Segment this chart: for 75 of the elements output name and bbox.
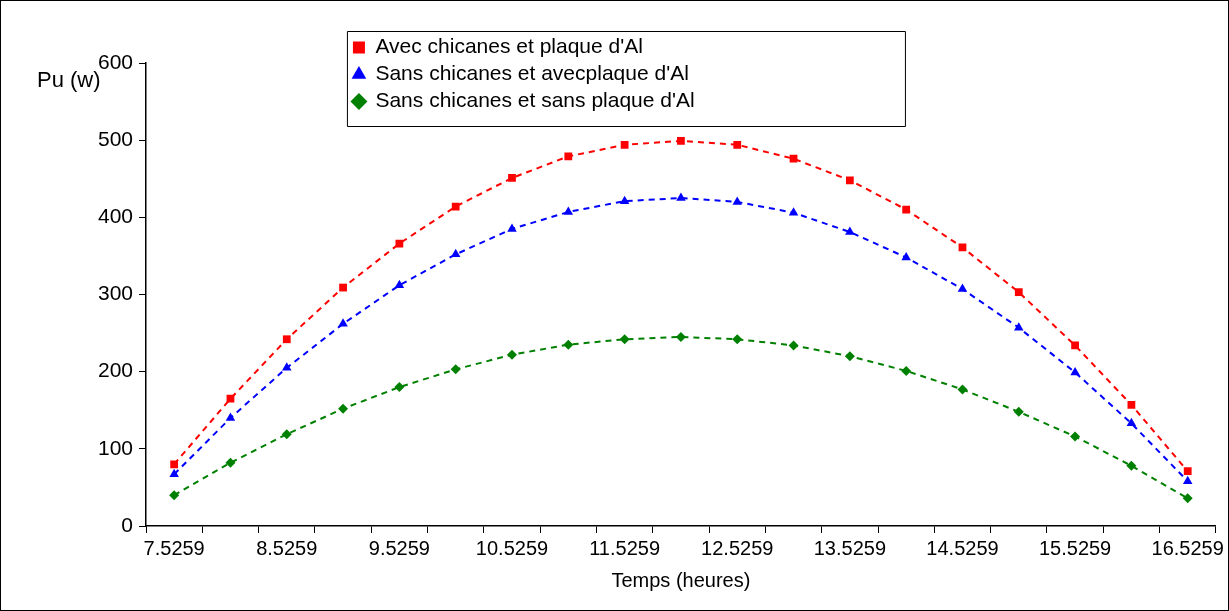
point [339,283,347,292]
point [338,318,348,327]
y-tick-label: 400 [97,204,133,228]
y-tick-label: 300 [97,281,133,305]
point [677,137,685,145]
point [450,248,461,258]
point [394,279,405,288]
point [732,334,743,345]
point [1182,493,1193,504]
x-tick-label: 8.5259 [256,536,318,559]
point [957,384,968,395]
point [507,223,517,232]
point [282,362,292,371]
point [1070,431,1081,442]
point [563,339,574,350]
point [788,207,799,216]
y-tick-label: 500 [97,126,133,150]
point [1071,341,1079,350]
point [225,457,236,468]
point [1014,288,1023,297]
point [1070,366,1080,376]
point [844,351,855,362]
y-tick-label: 200 [97,358,133,382]
point [1183,467,1192,476]
x-tick-label: 15.5259 [1038,536,1112,559]
point [225,412,236,421]
point [788,340,799,351]
y-tick-label: 0 [121,512,133,536]
point [170,460,179,469]
x-tick-label: 13.5259 [813,536,887,559]
point [902,205,911,214]
point [676,192,686,201]
point [226,394,235,403]
point [901,251,911,261]
point [563,206,574,215]
legend-label: Avec chicanes et plaque d'Al [375,34,643,58]
point [957,283,968,292]
point [732,196,742,205]
point [733,140,742,149]
point [1127,400,1136,409]
legend-label: Sans chicanes et avecplaque d'Al [375,61,689,85]
point [450,364,461,375]
point [451,202,460,211]
point [1013,406,1024,417]
point [619,195,630,204]
point [1126,417,1137,427]
x-tick-label: 12.5259 [701,536,774,559]
x-tick-label: 7.5259 [143,536,205,559]
point [845,226,855,235]
x-tick-label: 16.5259 [1151,536,1224,559]
point [619,334,630,345]
point [789,154,798,163]
point [620,140,629,149]
point [845,176,854,185]
point [507,349,518,360]
point [169,490,180,501]
point [508,174,516,182]
point [338,403,349,414]
point [1182,475,1193,484]
x-axis-title: Temps (heures) [611,568,751,591]
point [282,335,291,344]
x-tick-label: 11.5259 [589,536,661,559]
y-tick-label: 100 [97,435,133,459]
point [1126,460,1137,471]
x-tick-label: 14.5259 [926,536,999,559]
point [394,382,405,393]
x-tick-label: 10.5259 [475,536,549,559]
point [1014,322,1024,331]
point [395,239,404,248]
legend-label: Sans chicanes et sans plaque d'Al [375,88,695,112]
point [169,468,179,478]
point [281,429,292,440]
point [901,365,912,376]
point [564,152,573,161]
x-tick-label: 9.5259 [368,536,430,559]
